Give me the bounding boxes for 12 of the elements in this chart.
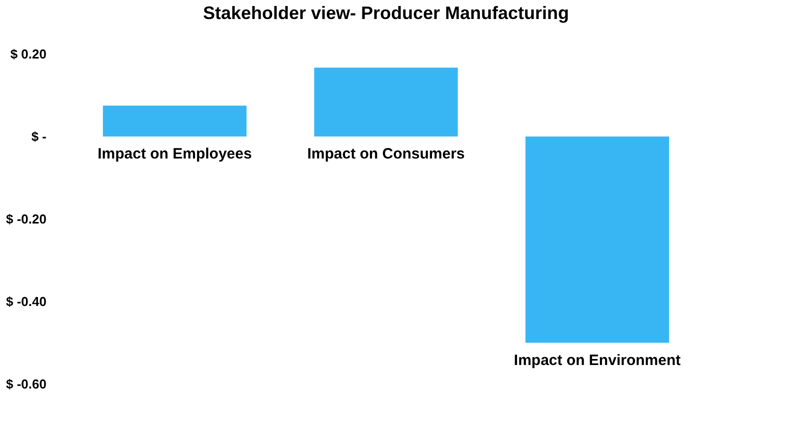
y-tick-label: $ -0.40 [6,294,46,309]
bar [525,136,670,343]
x-tick-label: Impact on Employees [98,146,252,162]
y-tick-label: $ -0.60 [6,376,46,392]
y-tick-label: $ -0.20 [6,212,46,226]
y-tick-label: $ 0.20 [10,46,46,62]
x-tick-label: Impact on Consumers [307,146,465,162]
bar [102,106,247,136]
y-tick-label: $ - [31,129,46,144]
x-tick-label: Impact on Environment [514,352,681,369]
bar [314,68,458,136]
chart-title: Stakeholder view- Producer Manufacturing [202,3,570,23]
